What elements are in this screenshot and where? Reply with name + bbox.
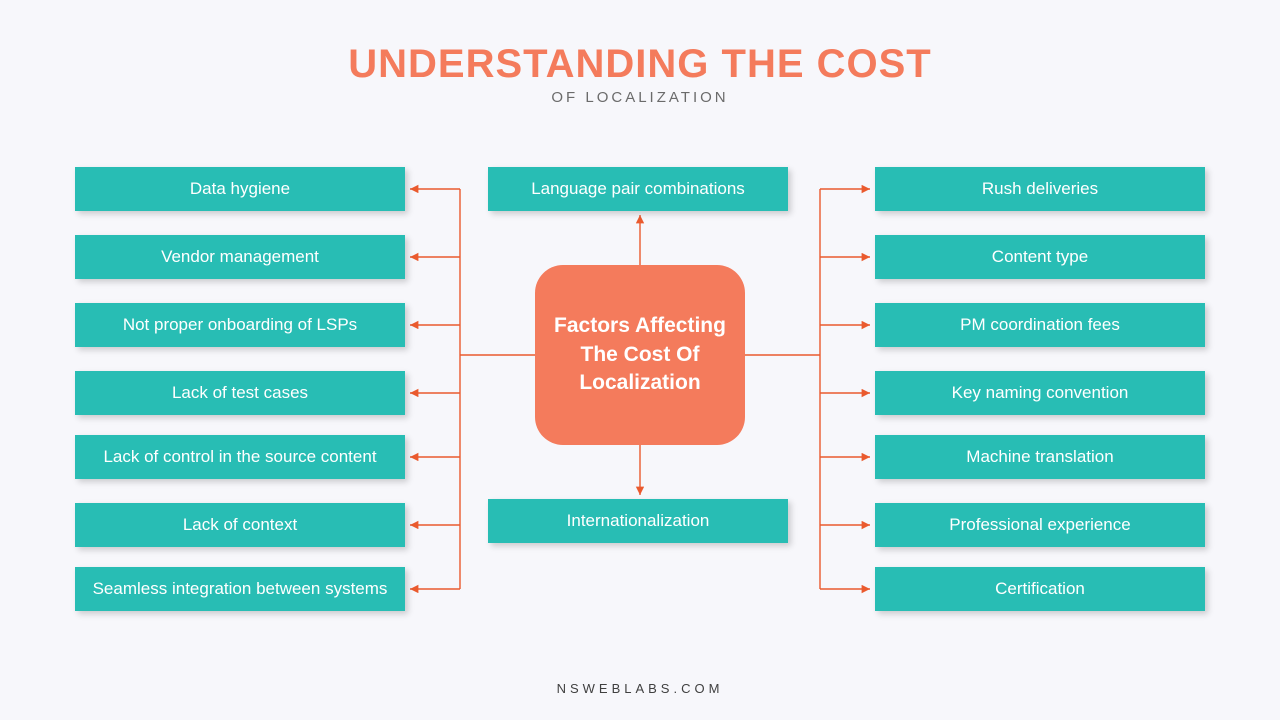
factor-box-right-3: Key naming convention xyxy=(875,371,1205,415)
factor-label: Language pair combinations xyxy=(531,179,745,199)
factor-box-right-5: Professional experience xyxy=(875,503,1205,547)
center-hub: Factors Affecting The Cost Of Localizati… xyxy=(535,265,745,445)
title-area: UNDERSTANDING THE COST OF LOCALIZATION xyxy=(0,0,1280,106)
factor-label: Lack of context xyxy=(183,515,297,535)
factor-box-top: Language pair combinations xyxy=(488,167,788,211)
factor-label: Lack of control in the source content xyxy=(103,447,376,467)
factor-label: Machine translation xyxy=(966,447,1113,467)
factor-label: Key naming convention xyxy=(952,383,1129,403)
factor-box-right-0: Rush deliveries xyxy=(875,167,1205,211)
sub-title: OF LOCALIZATION xyxy=(0,89,1280,106)
factor-box-right-1: Content type xyxy=(875,235,1205,279)
factor-label: Certification xyxy=(995,579,1085,599)
factor-label: Professional experience xyxy=(949,515,1130,535)
factor-label: Content type xyxy=(992,247,1088,267)
factor-label: Data hygiene xyxy=(190,179,290,199)
factor-label: Internationalization xyxy=(567,511,710,531)
factor-box-left-0: Data hygiene xyxy=(75,167,405,211)
factor-label: PM coordination fees xyxy=(960,315,1120,335)
factor-label: Vendor management xyxy=(161,247,319,267)
factor-box-right-2: PM coordination fees xyxy=(875,303,1205,347)
diagram-canvas: Data hygiene Vendor management Not prope… xyxy=(0,155,1280,665)
factor-box-right-4: Machine translation xyxy=(875,435,1205,479)
factor-box-left-1: Vendor management xyxy=(75,235,405,279)
factor-label: Lack of test cases xyxy=(172,383,308,403)
factor-label: Rush deliveries xyxy=(982,179,1098,199)
footer-credit: NSWEBLABS.COM xyxy=(0,681,1280,696)
center-hub-label: Factors Affecting The Cost Of Localizati… xyxy=(551,312,729,397)
factor-label: Not proper onboarding of LSPs xyxy=(123,315,357,335)
factor-box-left-3: Lack of test cases xyxy=(75,371,405,415)
factor-box-left-2: Not proper onboarding of LSPs xyxy=(75,303,405,347)
factor-box-left-4: Lack of control in the source content xyxy=(75,435,405,479)
main-title: UNDERSTANDING THE COST xyxy=(0,42,1280,87)
factor-box-left-5: Lack of context xyxy=(75,503,405,547)
factor-box-left-6: Seamless integration between systems xyxy=(75,567,405,611)
factor-box-right-6: Certification xyxy=(875,567,1205,611)
factor-box-bottom: Internationalization xyxy=(488,499,788,543)
factor-label: Seamless integration between systems xyxy=(93,579,388,599)
